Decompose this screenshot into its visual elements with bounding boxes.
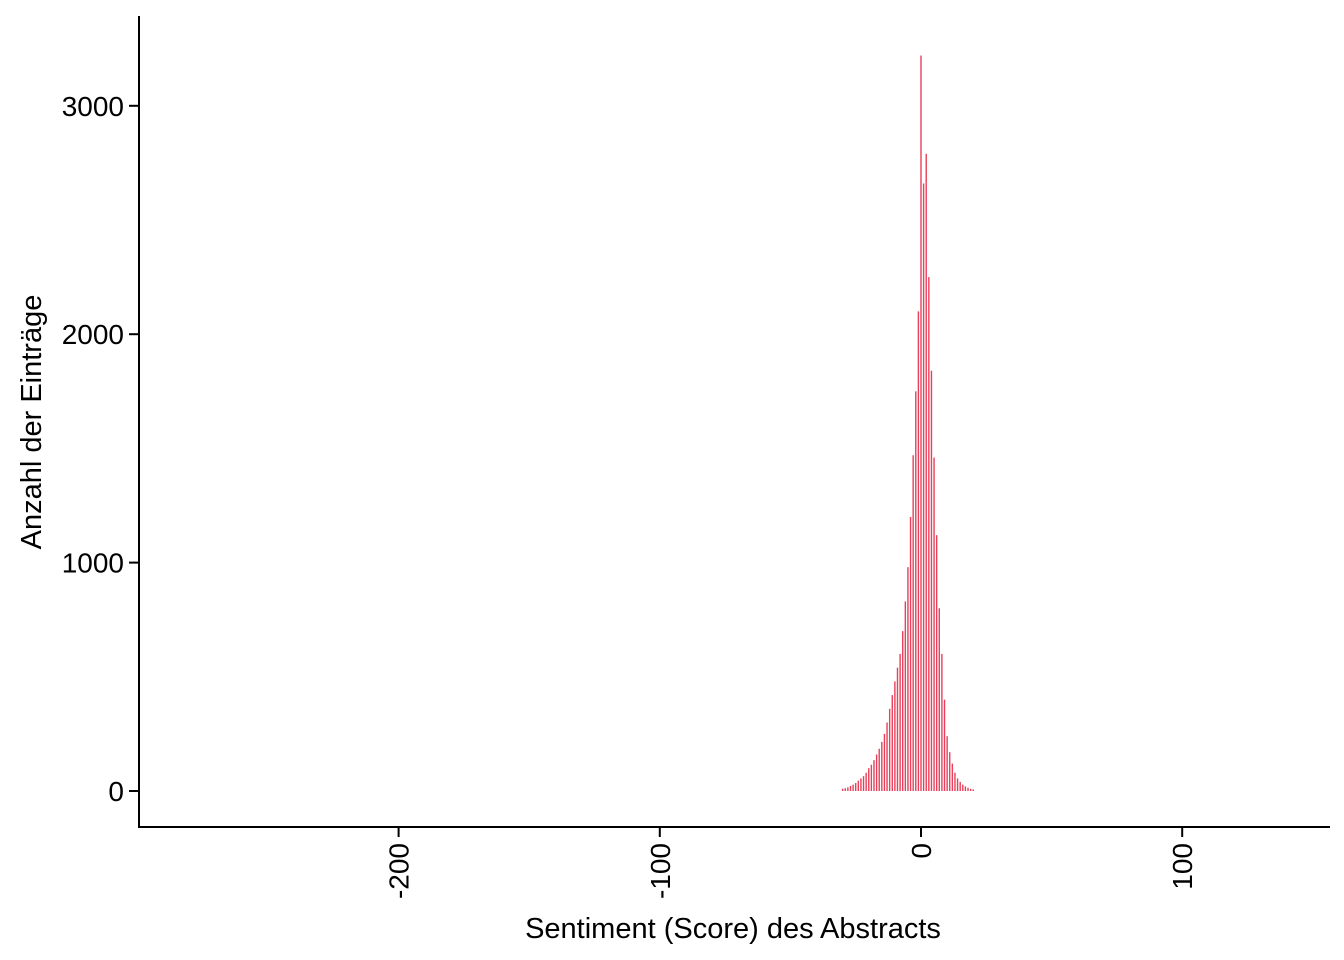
x-axis-ticks: -200 -100 0 100 <box>384 827 1198 899</box>
histogram-bar <box>938 608 940 791</box>
histogram-bar <box>964 786 967 791</box>
histogram-bar <box>933 457 935 791</box>
y-tick-label: 3000 <box>62 91 124 122</box>
x-tick-label: -100 <box>645 843 676 899</box>
histogram-bar <box>891 695 893 791</box>
y-tick-label: 0 <box>108 776 124 807</box>
histogram-bar <box>912 455 914 791</box>
histogram-bar <box>943 699 946 791</box>
histogram-bar <box>917 311 920 791</box>
histogram-bar <box>915 391 917 791</box>
histogram-bar <box>920 55 922 792</box>
histogram-bar <box>860 778 862 791</box>
histogram-bar <box>922 183 925 791</box>
histogram-bar <box>865 772 867 791</box>
y-tick-label: 1000 <box>62 548 124 579</box>
histogram-bar <box>886 722 888 791</box>
histogram-bar <box>868 768 870 791</box>
histogram-bar <box>941 653 943 791</box>
histogram-bar <box>925 153 927 791</box>
histogram-bar <box>873 760 875 791</box>
x-tick-label: 0 <box>906 843 937 859</box>
histogram-bar <box>928 277 930 792</box>
histogram-bar <box>967 787 969 791</box>
histogram-bar <box>946 736 948 791</box>
y-axis-ticks: 0 1000 2000 3000 <box>62 91 139 807</box>
histogram-bar <box>847 787 849 791</box>
histogram-bar <box>962 784 964 791</box>
histogram-bar <box>956 778 959 791</box>
histogram-bar <box>883 733 886 791</box>
histogram-bar <box>878 748 880 791</box>
histogram-bar <box>870 764 873 791</box>
histogram-bar <box>844 788 846 791</box>
histogram-bar <box>881 741 883 791</box>
histogram-bar <box>857 780 860 791</box>
histogram-bar <box>904 601 907 791</box>
histogram-bar <box>902 631 904 791</box>
histogram-bar <box>951 763 954 791</box>
histogram-bar <box>862 776 865 791</box>
histogram-bar <box>969 788 972 791</box>
histogram-bar <box>896 667 899 791</box>
histogram-bar <box>888 708 891 791</box>
histogram-bar <box>909 516 912 791</box>
x-axis-title: Sentiment (Score) des Abstracts <box>525 913 941 945</box>
histogram-bar <box>855 783 857 791</box>
histogram-bar <box>954 772 956 791</box>
histogram-bar <box>852 784 854 791</box>
histogram-bar <box>899 653 901 791</box>
histogram-bar <box>894 681 896 791</box>
histogram-bar <box>907 567 909 791</box>
histogram-bar <box>959 781 961 791</box>
histogram-bars <box>841 55 974 792</box>
histogram-bar <box>930 370 933 791</box>
histogram-bar <box>875 754 878 791</box>
histogram-bar <box>849 785 852 791</box>
histogram-bar <box>935 535 938 791</box>
histogram-bar <box>972 789 974 791</box>
x-tick-label: 100 <box>1167 843 1198 890</box>
histogram-bar <box>841 788 844 791</box>
x-tick-label: -200 <box>384 843 415 899</box>
histogram-bar <box>949 752 951 791</box>
y-tick-label: 2000 <box>62 319 124 350</box>
y-axis-title: Anzahl der Einträge <box>16 295 48 550</box>
